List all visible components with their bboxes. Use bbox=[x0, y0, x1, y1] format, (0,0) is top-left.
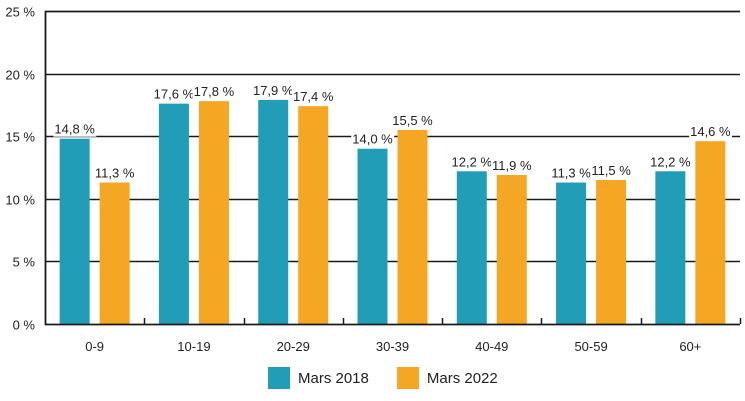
y-tick-label: 25 % bbox=[5, 5, 35, 20]
x-tick-label: 30-39 bbox=[376, 339, 409, 354]
bar bbox=[158, 103, 189, 324]
data-label-background bbox=[152, 86, 196, 102]
data-label-background bbox=[550, 165, 593, 181]
data-label: 15,5 % bbox=[392, 113, 433, 128]
bar bbox=[556, 182, 587, 324]
data-label: 11,3 % bbox=[551, 166, 591, 181]
bar bbox=[596, 180, 627, 324]
data-label: 11,9 % bbox=[492, 158, 532, 173]
data-label: 12,2 % bbox=[650, 154, 691, 169]
x-tick-label: 50-59 bbox=[574, 339, 607, 354]
x-axis-ticks: 0-9 10-19 20-29 30-39 40-49 50-59 60+ bbox=[85, 318, 742, 354]
bar bbox=[655, 171, 686, 324]
bar bbox=[258, 99, 289, 324]
bar bbox=[198, 101, 229, 324]
bar bbox=[99, 182, 130, 324]
y-tick-label: 0 % bbox=[13, 318, 36, 333]
bar bbox=[357, 148, 388, 324]
data-label-background bbox=[291, 89, 335, 105]
data-label: 17,9 % bbox=[253, 83, 294, 98]
data-label-background bbox=[689, 124, 733, 140]
data-label: 17,4 % bbox=[293, 89, 334, 104]
x-tick-label: 20-29 bbox=[277, 339, 310, 354]
data-label: 14,8 % bbox=[54, 122, 95, 137]
x-tick-label: 0-9 bbox=[85, 339, 104, 354]
data-label-background bbox=[93, 165, 136, 181]
data-label-background bbox=[590, 163, 633, 179]
legend-item-mars-2022: Mars 2022 bbox=[396, 367, 498, 389]
data-label: 12,2 % bbox=[452, 154, 493, 169]
data-label-background bbox=[649, 154, 693, 170]
data-label: 14,6 % bbox=[690, 124, 731, 139]
data-label-background bbox=[351, 131, 395, 147]
x-tick-label: 10-19 bbox=[177, 339, 210, 354]
bar bbox=[496, 175, 527, 324]
data-label-background bbox=[491, 158, 533, 174]
bar bbox=[59, 138, 90, 324]
data-label: 17,6 % bbox=[154, 87, 195, 102]
data-label-background bbox=[450, 154, 494, 170]
y-axis-ticks: 0 % 5 % 10 % 15 % 20 % 25 % bbox=[5, 5, 35, 333]
legend-label-mars-2018: Mars 2018 bbox=[298, 369, 369, 387]
x-tick-label: 40-49 bbox=[475, 339, 508, 354]
legend-swatch-mars-2022 bbox=[396, 367, 419, 389]
value-labels: 14,8 % 17,6 % 17,9 % 14,0 % 12,2 % 11,3 % 12,2… bbox=[53, 82, 733, 181]
bar bbox=[397, 129, 428, 324]
data-label-background bbox=[192, 84, 236, 100]
legend: Mars 2018 Mars 2022 bbox=[268, 367, 526, 389]
y-tick-label: 20 % bbox=[5, 68, 35, 83]
data-label: 11,3 % bbox=[95, 166, 135, 181]
bar bbox=[298, 106, 329, 324]
axes bbox=[44, 10, 740, 326]
y-tick-label: 5 % bbox=[13, 255, 36, 270]
data-label-background bbox=[53, 121, 97, 137]
bars bbox=[59, 99, 726, 324]
data-label-background bbox=[391, 112, 435, 128]
data-label: 14,0 % bbox=[352, 132, 393, 147]
bar bbox=[456, 171, 487, 324]
legend-swatch-mars-2018 bbox=[268, 367, 290, 389]
legend-item-mars-2018: Mars 2018 bbox=[268, 367, 369, 389]
x-tick-label: 60+ bbox=[679, 339, 701, 354]
y-tick-label: 10 % bbox=[5, 193, 35, 208]
data-label: 11,5 % bbox=[591, 163, 631, 178]
bar bbox=[695, 141, 726, 324]
legend-label-mars-2022: Mars 2022 bbox=[426, 369, 498, 387]
y-tick-label: 15 % bbox=[5, 130, 35, 145]
data-label-background bbox=[251, 82, 295, 98]
data-label: 17,8 % bbox=[194, 84, 235, 99]
